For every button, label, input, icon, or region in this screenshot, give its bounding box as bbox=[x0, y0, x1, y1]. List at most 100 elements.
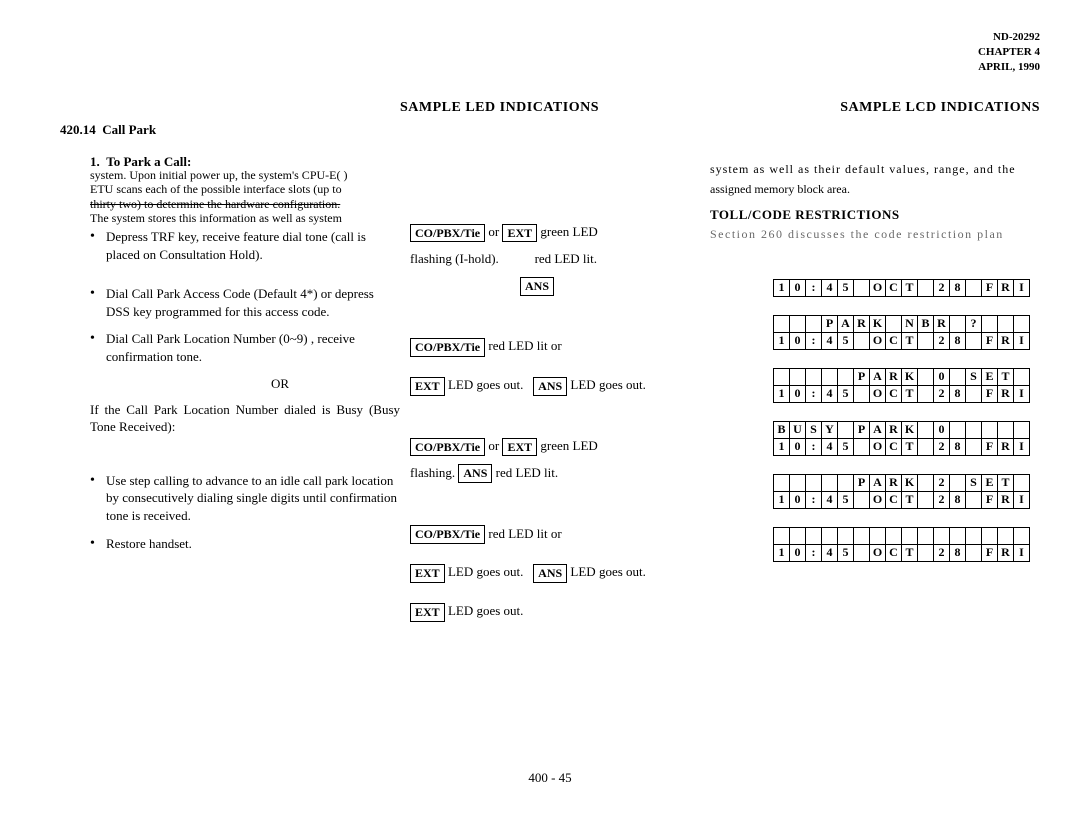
lcd-cell bbox=[1013, 368, 1030, 386]
lcd-cell: 1 bbox=[773, 332, 790, 350]
lcd-indications-column: system as well as their default values, … bbox=[710, 162, 1040, 580]
lcd-cell: 8 bbox=[949, 544, 966, 562]
bullet-step: Dial Call Park Location Number (0~9) , r… bbox=[90, 330, 400, 365]
led-text: flashing. bbox=[410, 465, 455, 480]
lcd-cell: R bbox=[933, 315, 950, 333]
led-text: red LED lit. bbox=[535, 251, 597, 266]
lcd-cell: K bbox=[901, 421, 918, 439]
lcd-cell bbox=[773, 527, 790, 545]
lcd-cell bbox=[789, 368, 806, 386]
lcd-cell: 4 bbox=[821, 332, 838, 350]
bullet-step: Use step calling to advance to an idle c… bbox=[90, 472, 400, 525]
title-led: SAMPLE LED INDICATIONS bbox=[400, 100, 599, 116]
led-text: red LED lit or bbox=[488, 526, 561, 541]
lcd-cell bbox=[837, 474, 854, 492]
lcd-cell bbox=[997, 527, 1014, 545]
lcd-row: BUSYPARK0 bbox=[773, 421, 1030, 439]
lcd-cell bbox=[965, 332, 982, 350]
lcd-cell bbox=[853, 279, 870, 297]
lcd-cell: C bbox=[885, 279, 902, 297]
bullet-step: Restore handset. bbox=[90, 535, 400, 553]
lcd-row: PARK0SET bbox=[773, 368, 1030, 386]
led-text: flashing (I-hold). bbox=[410, 251, 499, 266]
lcd-row: PARKNBR? bbox=[773, 315, 1030, 333]
lcd-cell: R bbox=[997, 544, 1014, 562]
lcd-cell bbox=[805, 527, 822, 545]
lcd-cell: B bbox=[773, 421, 790, 439]
lcd-cell bbox=[965, 421, 982, 439]
lcd-cell: 0 bbox=[789, 332, 806, 350]
lcd-cell: I bbox=[1013, 544, 1030, 562]
lcd-cell: P bbox=[853, 368, 870, 386]
lcd-cell: T bbox=[901, 385, 918, 403]
lcd-cell: K bbox=[869, 315, 886, 333]
key-box: CO/PBX/Tie bbox=[410, 338, 485, 357]
key-box: ANS bbox=[533, 564, 567, 583]
lcd-cell bbox=[997, 315, 1014, 333]
lcd-cell bbox=[837, 527, 854, 545]
lcd-cell: S bbox=[965, 368, 982, 386]
lcd-cell: A bbox=[869, 474, 886, 492]
page: ND-20292 CHAPTER 4 APRIL, 1990 SAMPLE LE… bbox=[60, 30, 1040, 796]
doc-date: APRIL, 1990 bbox=[978, 60, 1040, 75]
led-row: CO/PBX/Tie red LED lit or bbox=[410, 524, 730, 545]
lcd-cell: I bbox=[1013, 332, 1030, 350]
lcd-cell: 5 bbox=[837, 385, 854, 403]
garble-line: Section 260 discusses the code restricti… bbox=[710, 227, 1040, 243]
led-text: red LED lit. bbox=[496, 465, 558, 480]
lcd-cell: K bbox=[901, 368, 918, 386]
lcd-cell: R bbox=[997, 332, 1014, 350]
lcd-cell bbox=[917, 474, 934, 492]
lcd-cell bbox=[965, 438, 982, 456]
lcd-row: 10:45OCT28FRI bbox=[773, 491, 1030, 509]
section-number: 420.14 bbox=[60, 122, 96, 137]
lcd-cell bbox=[805, 368, 822, 386]
lcd-row: 10:45OCT28FRI bbox=[773, 279, 1030, 297]
lcd-cell bbox=[901, 527, 918, 545]
lcd-cell: : bbox=[805, 544, 822, 562]
lcd-cell bbox=[773, 315, 790, 333]
lcd-cell: C bbox=[885, 544, 902, 562]
lcd-cell bbox=[981, 315, 998, 333]
lcd-cell: 5 bbox=[837, 438, 854, 456]
lcd-cell bbox=[1013, 315, 1030, 333]
lcd-cell: F bbox=[981, 279, 998, 297]
lcd-cell: 2 bbox=[933, 385, 950, 403]
page-number: 400 - 45 bbox=[528, 770, 571, 786]
bullet-step: Dial Call Park Access Code (Default 4*) … bbox=[90, 285, 400, 320]
lcd-cell bbox=[917, 544, 934, 562]
lcd-cell: E bbox=[981, 474, 998, 492]
lcd-cell bbox=[917, 279, 934, 297]
lcd-cell: P bbox=[821, 315, 838, 333]
procedure-column: Depress TRF key, receive feature dial to… bbox=[90, 176, 400, 562]
lcd-cell bbox=[997, 421, 1014, 439]
lcd-cell: O bbox=[869, 385, 886, 403]
lcd-cell: A bbox=[869, 421, 886, 439]
or-label: OR bbox=[160, 375, 400, 393]
led-row: CO/PBX/Tie or EXT green LED bbox=[410, 436, 730, 457]
lcd-cell: 1 bbox=[773, 438, 790, 456]
lcd-cell: 1 bbox=[773, 544, 790, 562]
key-box: CO/PBX/Tie bbox=[410, 438, 485, 457]
lcd-cell bbox=[837, 368, 854, 386]
lcd-cell bbox=[917, 421, 934, 439]
lcd-cell: 2 bbox=[933, 279, 950, 297]
lcd-cell: O bbox=[869, 491, 886, 509]
lcd-cell: F bbox=[981, 332, 998, 350]
lcd-cell: T bbox=[901, 544, 918, 562]
led-row: EXT LED goes out. ANS LED goes out. bbox=[410, 562, 730, 583]
lcd-cell bbox=[853, 544, 870, 562]
lcd-cell bbox=[773, 474, 790, 492]
lcd-cell: R bbox=[853, 315, 870, 333]
lcd-cell: 0 bbox=[933, 421, 950, 439]
lcd-display: PARKNBR? 10:45OCT28FRI bbox=[710, 315, 1040, 350]
doc-chapter: CHAPTER 4 bbox=[978, 45, 1040, 60]
lcd-cell bbox=[853, 438, 870, 456]
lcd-cell bbox=[853, 385, 870, 403]
lcd-cell bbox=[821, 474, 838, 492]
key-box: EXT bbox=[410, 564, 445, 583]
doc-header: ND-20292 CHAPTER 4 APRIL, 1990 bbox=[978, 30, 1040, 75]
lcd-cell: S bbox=[805, 421, 822, 439]
lcd-row: 10:45OCT28FRI bbox=[773, 544, 1030, 562]
led-text: LED goes out. bbox=[570, 564, 645, 579]
